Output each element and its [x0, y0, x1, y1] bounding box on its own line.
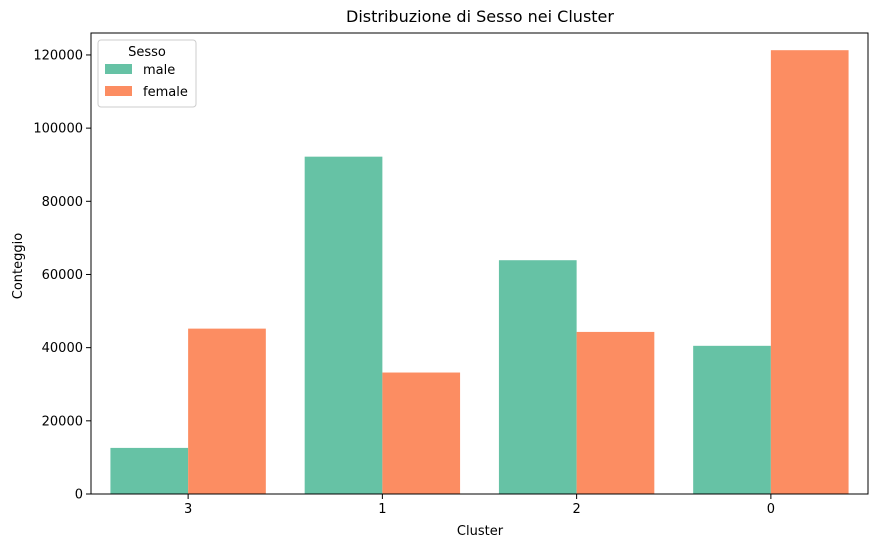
x-tick-label: 0: [767, 502, 775, 517]
bar-female-cluster-1: [382, 372, 461, 494]
legend-label-male: male: [143, 63, 175, 78]
bar-male-cluster-3: [110, 447, 189, 494]
plot-frame: [90, 32, 869, 495]
legend: Sesso male female: [97, 39, 197, 108]
bars-group: [110, 50, 849, 494]
x-tick-label: 2: [572, 502, 580, 517]
axes-group: 0 20000 40000 60000 80000 100000 120000 3 1 2 0: [33, 32, 869, 517]
bar-female-cluster-2: [576, 331, 655, 494]
legend-label-female: female: [143, 85, 188, 100]
bar-male-cluster-1: [304, 156, 383, 494]
bar-male-cluster-0: [693, 345, 771, 494]
y-tick-label: 80000: [42, 195, 83, 210]
legend-swatch-female: [105, 86, 132, 96]
legend-title: Sesso: [128, 45, 166, 60]
bar-female-cluster-3: [188, 328, 266, 494]
y-tick-label: 60000: [42, 268, 83, 283]
x-tick-label: 1: [378, 502, 386, 517]
y-tick-label: 0: [75, 488, 83, 503]
x-tick-label: 3: [184, 502, 192, 517]
legend-swatch-male: [105, 64, 132, 74]
y-tick-label: 40000: [42, 341, 83, 356]
y-tick-label: 120000: [33, 48, 83, 63]
y-tick-label: 100000: [33, 122, 83, 137]
bar-male-cluster-2: [498, 260, 577, 494]
y-axis-label: Conteggio: [11, 233, 26, 299]
bar-female-cluster-0: [770, 50, 849, 494]
x-axis-label: Cluster: [457, 524, 504, 539]
chart-title: Distribuzione di Sesso nei Cluster: [346, 7, 614, 26]
y-tick-label: 20000: [42, 414, 83, 429]
